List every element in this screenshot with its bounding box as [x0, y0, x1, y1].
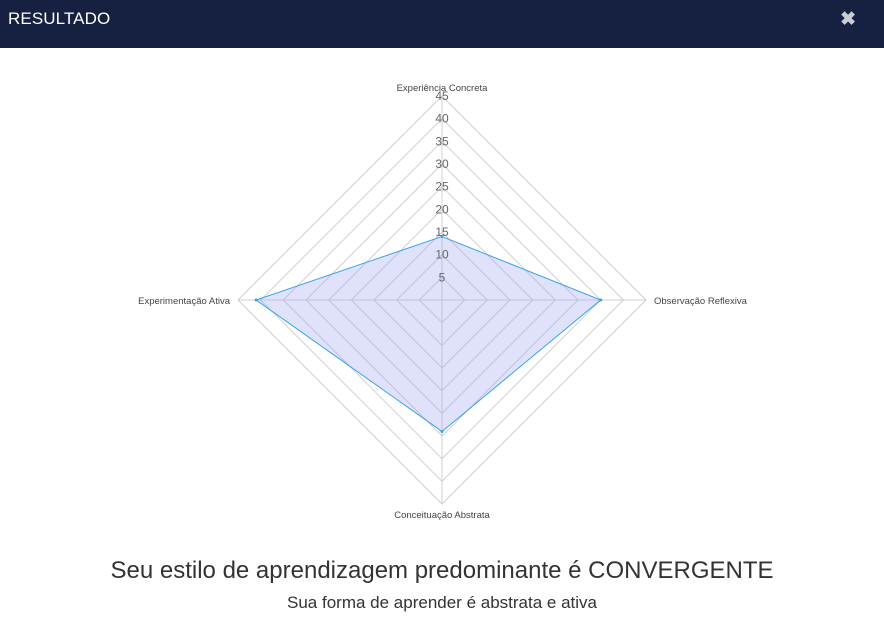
tick-label: 45 — [435, 89, 449, 103]
tick-label: 15 — [435, 225, 449, 239]
modal-header: RESULTADO ✖ — [0, 0, 884, 48]
data-point-3 — [254, 298, 258, 302]
close-icon[interactable]: ✖ — [840, 9, 856, 30]
tick-label: 5 — [439, 270, 446, 284]
tick-label: 35 — [435, 134, 449, 148]
series-area-0 — [255, 236, 602, 433]
axis-label-3: Experimentação Ativa — [138, 296, 231, 307]
axis-label-2: Conceituação Abstrata — [394, 510, 490, 521]
data-point-0 — [440, 235, 444, 239]
modal-title: RESULTADO — [8, 9, 111, 28]
tick-label: 20 — [435, 202, 449, 216]
axis-label-0: Experiência Concreta — [397, 83, 489, 94]
tick-label: 40 — [435, 112, 449, 126]
result-subtitle: Sua forma de aprender é abstrata e ativa — [287, 593, 597, 612]
data-point-1 — [599, 298, 603, 302]
axis-label-1: Observação Reflexiva — [654, 296, 748, 307]
data-point-2 — [440, 429, 444, 433]
radar-chart-container: 5 10 15 20 25 30 35 40 45 Experiência Concreta Obs… — [0, 48, 884, 548]
tick-label: 10 — [435, 248, 449, 262]
tick-label: 30 — [435, 157, 449, 171]
result-title: Seu estilo de aprendizagem predominante … — [110, 557, 774, 584]
tick-label: 25 — [435, 180, 449, 194]
